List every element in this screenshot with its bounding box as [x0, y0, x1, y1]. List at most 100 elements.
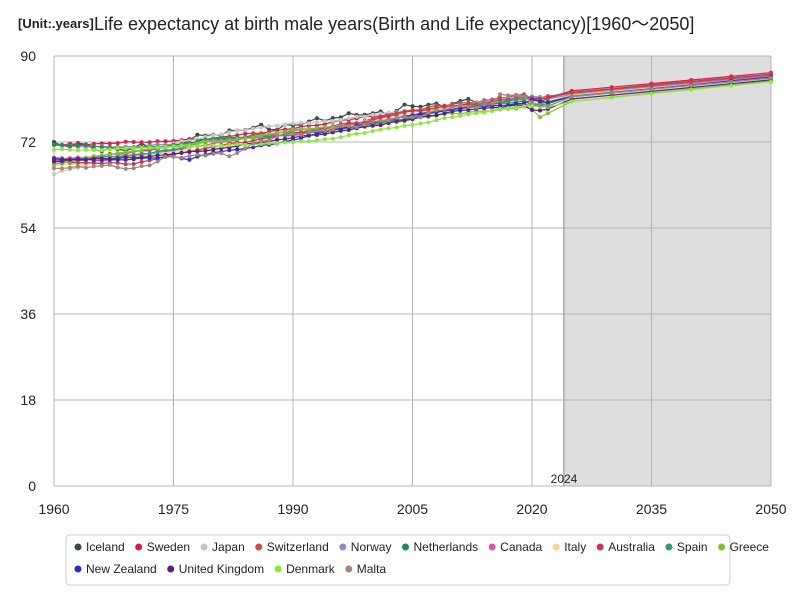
legend-item-spain[interactable]: Spain: [665, 540, 708, 554]
data-point: [123, 166, 128, 171]
legend-label: Canada: [500, 540, 542, 554]
legend-label: Switzerland: [267, 540, 329, 554]
data-point: [538, 103, 542, 108]
data-point: [187, 144, 192, 149]
data-point: [139, 145, 144, 150]
data-point: [99, 163, 104, 168]
data-point: [107, 141, 112, 146]
data-point: [299, 126, 303, 131]
legend-item-sweden[interactable]: Sweden: [135, 540, 190, 554]
data-point: [235, 136, 240, 141]
data-point: [251, 135, 256, 140]
data-point: [299, 139, 303, 144]
data-point: [99, 153, 104, 158]
data-point: [418, 121, 423, 126]
legend-item-denmark[interactable]: Denmark: [274, 562, 336, 576]
data-point: [131, 162, 136, 166]
legend-item-new-zealand[interactable]: New Zealand: [74, 562, 157, 576]
data-point: [442, 104, 447, 109]
data-point: [219, 136, 224, 141]
legend-item-greece[interactable]: Greece: [718, 540, 769, 554]
data-point: [67, 157, 72, 162]
data-point: [338, 128, 343, 133]
data-point: [203, 143, 208, 148]
data-point: [538, 115, 542, 120]
data-point: [466, 112, 471, 117]
data-point: [378, 118, 383, 123]
data-point: [91, 156, 96, 161]
legend-item-australia[interactable]: Australia: [596, 540, 656, 554]
data-point: [689, 83, 694, 88]
legend-marker: [665, 543, 673, 551]
data-point: [219, 143, 224, 148]
data-point: [338, 135, 343, 140]
data-point: [378, 123, 383, 128]
legend-item-united-kingdom[interactable]: United Kingdom: [167, 562, 264, 576]
data-point: [370, 112, 375, 117]
data-point: [291, 127, 295, 132]
unit-label: [Unit:.years]: [18, 16, 94, 31]
legend-item-norway[interactable]: Norway: [339, 540, 391, 554]
data-point: [60, 166, 64, 171]
legend-item-iceland[interactable]: Iceland: [74, 540, 125, 554]
legend-item-malta[interactable]: Malta: [345, 562, 386, 576]
data-point: [275, 123, 280, 128]
data-point: [163, 154, 168, 159]
series-denmark: [52, 79, 773, 153]
data-point: [410, 122, 415, 127]
data-point: [171, 154, 176, 159]
y-tick-label: 72: [20, 134, 36, 150]
data-point: [729, 79, 734, 84]
data-point: [259, 122, 264, 127]
legend-marker: [718, 543, 726, 551]
data-point: [283, 137, 287, 141]
data-point: [322, 124, 327, 129]
data-point: [322, 119, 327, 123]
legend-marker: [74, 543, 82, 551]
legend-item-canada[interactable]: Canada: [488, 540, 543, 554]
data-point: [52, 162, 56, 167]
data-point: [569, 94, 574, 99]
x-tick-label: 2035: [636, 501, 667, 517]
data-point: [769, 72, 773, 77]
data-point: [75, 157, 80, 162]
data-point: [243, 136, 248, 141]
data-point: [115, 165, 120, 170]
data-point: [211, 133, 216, 138]
legend-item-switzerland[interactable]: Switzerland: [255, 540, 329, 554]
data-point: [219, 151, 224, 156]
legend: Iceland Sweden Japan Switzerland Norway Nethe…: [74, 540, 769, 576]
legend-item-italy[interactable]: Italy: [552, 540, 587, 554]
data-point: [482, 106, 487, 111]
legend-marker: [74, 565, 82, 573]
data-point: [131, 155, 136, 160]
data-point: [434, 118, 439, 123]
data-point: [131, 166, 136, 171]
data-point: [378, 127, 383, 132]
legend-label: Spain: [677, 540, 708, 554]
legend-label: Greece: [730, 540, 770, 554]
data-point: [52, 156, 56, 161]
data-point: [163, 139, 168, 144]
y-tick-label: 90: [20, 48, 36, 64]
data-point: [91, 148, 96, 153]
data-point: [442, 111, 447, 116]
data-point: [394, 119, 399, 124]
legend-item-japan[interactable]: Japan: [200, 540, 245, 554]
data-point: [338, 124, 343, 128]
data-point: [545, 104, 550, 109]
data-point: [418, 108, 423, 113]
data-point: [147, 151, 152, 156]
data-point: [107, 162, 112, 167]
data-point: [354, 131, 359, 136]
data-point: [394, 125, 399, 130]
legend-item-netherlands[interactable]: Netherlands: [401, 540, 478, 554]
data-point: [569, 99, 574, 104]
data-point: [490, 101, 495, 106]
data-point: [83, 157, 88, 162]
data-point: [243, 146, 248, 151]
data-point: [123, 155, 128, 160]
data-point: [442, 107, 447, 112]
legend-label: United Kingdom: [179, 562, 264, 576]
legend-marker: [255, 543, 263, 551]
